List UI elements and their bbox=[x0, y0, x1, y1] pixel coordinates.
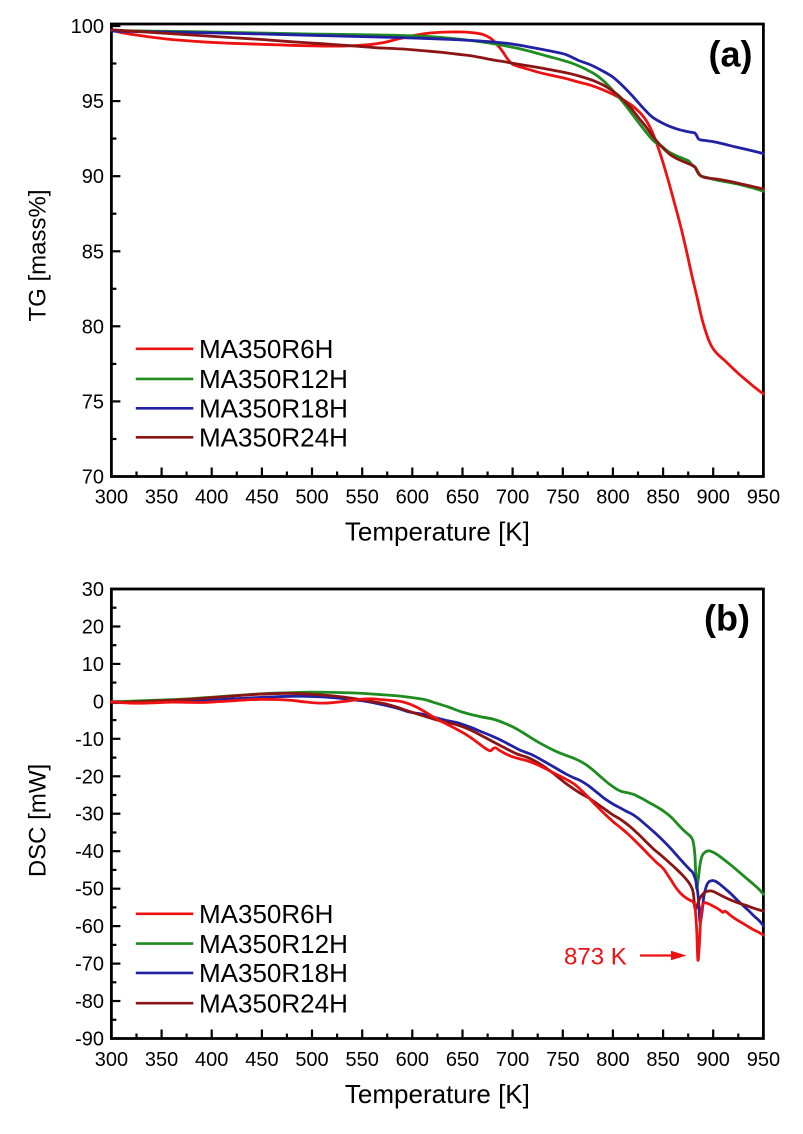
svg-text:950: 950 bbox=[747, 1049, 780, 1071]
svg-text:100: 100 bbox=[71, 16, 104, 38]
svg-text:-80: -80 bbox=[75, 991, 104, 1013]
svg-text:-60: -60 bbox=[75, 916, 104, 938]
svg-text:MA350R12H: MA350R12H bbox=[199, 929, 348, 959]
svg-text:MA350R12H: MA350R12H bbox=[199, 364, 348, 394]
svg-text:500: 500 bbox=[295, 487, 328, 509]
svg-text:MA350R6H: MA350R6H bbox=[199, 334, 333, 364]
svg-text:900: 900 bbox=[697, 1049, 730, 1071]
svg-text:650: 650 bbox=[446, 1049, 479, 1071]
svg-text:20: 20 bbox=[82, 617, 104, 639]
svg-text:450: 450 bbox=[245, 487, 278, 509]
svg-text:500: 500 bbox=[295, 1049, 328, 1071]
svg-text:950: 950 bbox=[747, 487, 780, 509]
svg-text:90: 90 bbox=[82, 166, 104, 188]
svg-text:Temperature [K]: Temperature [K] bbox=[345, 1079, 530, 1109]
svg-text:350: 350 bbox=[145, 1049, 178, 1071]
svg-text:750: 750 bbox=[546, 487, 579, 509]
svg-text:MA350R24H: MA350R24H bbox=[199, 423, 348, 453]
svg-text:900: 900 bbox=[697, 487, 730, 509]
svg-text:10: 10 bbox=[82, 654, 104, 676]
svg-text:550: 550 bbox=[346, 1049, 379, 1071]
svg-text:-50: -50 bbox=[75, 879, 104, 901]
svg-text:TG [mass%]: TG [mass%] bbox=[25, 189, 52, 321]
svg-text:30: 30 bbox=[82, 579, 104, 601]
svg-text:400: 400 bbox=[195, 1049, 228, 1071]
svg-text:DSC [mW]: DSC [mW] bbox=[25, 764, 52, 877]
svg-text:-70: -70 bbox=[75, 954, 104, 976]
svg-text:600: 600 bbox=[396, 1049, 429, 1071]
svg-text:800: 800 bbox=[596, 1049, 629, 1071]
svg-text:0: 0 bbox=[93, 691, 104, 713]
svg-text:300: 300 bbox=[95, 487, 128, 509]
svg-text:MA350R24H: MA350R24H bbox=[199, 988, 348, 1018]
svg-text:(a): (a) bbox=[709, 34, 753, 75]
svg-text:873 K: 873 K bbox=[564, 944, 627, 971]
svg-text:-90: -90 bbox=[75, 1029, 104, 1051]
svg-text:850: 850 bbox=[646, 1049, 679, 1071]
svg-text:MA350R6H: MA350R6H bbox=[199, 899, 333, 929]
svg-text:MA350R18H: MA350R18H bbox=[199, 958, 348, 988]
svg-text:-20: -20 bbox=[75, 766, 104, 788]
svg-text:800: 800 bbox=[596, 487, 629, 509]
svg-text:350: 350 bbox=[145, 487, 178, 509]
svg-text:-30: -30 bbox=[75, 804, 104, 826]
svg-text:-40: -40 bbox=[75, 841, 104, 863]
svg-text:550: 550 bbox=[346, 487, 379, 509]
svg-text:-10: -10 bbox=[75, 729, 104, 751]
svg-text:85: 85 bbox=[82, 241, 104, 263]
svg-text:75: 75 bbox=[82, 391, 104, 413]
svg-text:95: 95 bbox=[82, 91, 104, 113]
svg-text:700: 700 bbox=[496, 487, 529, 509]
svg-text:300: 300 bbox=[95, 1049, 128, 1071]
svg-text:MA350R18H: MA350R18H bbox=[199, 394, 348, 424]
svg-text:400: 400 bbox=[195, 487, 228, 509]
svg-text:850: 850 bbox=[646, 487, 679, 509]
svg-text:600: 600 bbox=[396, 487, 429, 509]
svg-text:700: 700 bbox=[496, 1049, 529, 1071]
svg-text:70: 70 bbox=[82, 467, 104, 489]
svg-text:Temperature [K]: Temperature [K] bbox=[345, 517, 530, 547]
svg-text:(b): (b) bbox=[704, 598, 750, 639]
svg-text:650: 650 bbox=[446, 487, 479, 509]
svg-text:750: 750 bbox=[546, 1049, 579, 1071]
svg-text:80: 80 bbox=[82, 316, 104, 338]
svg-text:450: 450 bbox=[245, 1049, 278, 1071]
